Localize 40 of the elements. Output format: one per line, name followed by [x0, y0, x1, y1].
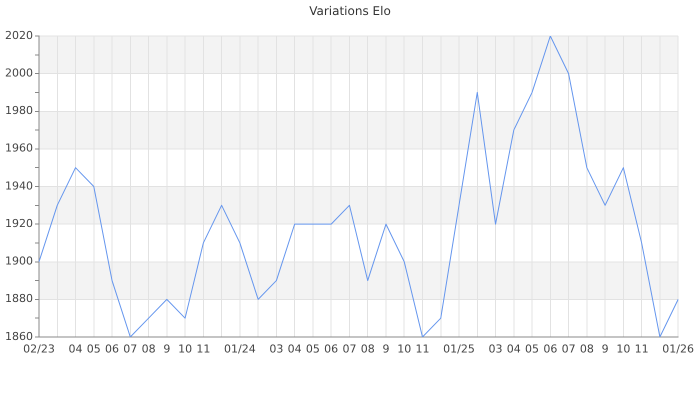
x-tick-label: 08	[142, 342, 156, 356]
x-tick-label: 10	[616, 342, 630, 356]
x-tick-label: 11	[634, 342, 649, 356]
x-tick-label: 04	[506, 342, 521, 356]
x-tick-label: 08	[360, 342, 375, 356]
x-tick-label: 03	[488, 342, 503, 356]
x-tick-label: 05	[86, 342, 101, 356]
y-tick-label: 2020	[5, 28, 33, 42]
x-tick-label: 01/24	[224, 342, 256, 356]
x-tick-label: 04	[288, 342, 302, 356]
y-tick-label: 1980	[5, 104, 33, 118]
x-tick-label: 11	[415, 342, 430, 356]
x-tick-label: 07	[562, 342, 576, 356]
y-tick-label: 1920	[5, 216, 33, 230]
y-tick-label: 1900	[5, 254, 33, 268]
x-tick-label: 04	[68, 342, 83, 356]
x-tick-label: 03	[269, 342, 284, 356]
x-tick-label: 01/26	[662, 342, 694, 356]
x-tick-label: 06	[324, 342, 338, 356]
x-tick-label: 01/25	[443, 342, 475, 356]
y-tick-label: 1940	[5, 179, 33, 192]
x-tick-label: 9	[382, 342, 390, 356]
x-tick-label: 08	[580, 342, 594, 356]
x-tick-label: 10	[178, 342, 192, 356]
x-tick-label: 10	[397, 342, 412, 356]
x-tick-label: 05	[306, 342, 320, 356]
y-tick-label: 1880	[5, 292, 33, 306]
x-tick-label: 9	[163, 342, 170, 356]
x-tick-label: 11	[196, 342, 210, 356]
x-tick-label: 06	[543, 342, 558, 356]
x-tick-label: 05	[525, 342, 540, 356]
x-tick-label: 02/23	[23, 342, 55, 356]
x-tick-label: 07	[123, 342, 138, 356]
x-tick-label: 9	[602, 342, 609, 356]
chart-title: Variations Elo	[309, 4, 391, 18]
x-tick-label: 07	[342, 342, 356, 356]
y-tick-label: 1860	[5, 330, 33, 343]
y-tick-label: 2000	[5, 66, 33, 80]
x-tick-label: 06	[105, 342, 120, 356]
y-tick-label: 1960	[5, 142, 33, 155]
